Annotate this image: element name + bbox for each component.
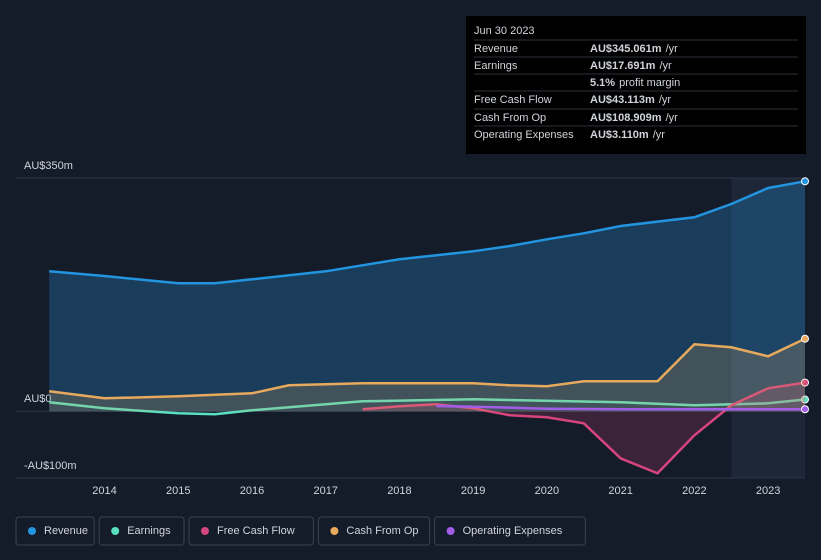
- tooltip-date: Jun 30 2023: [474, 25, 535, 37]
- end-point: [801, 177, 809, 186]
- series-line: [49, 180, 806, 285]
- x-tick-label: 2014: [92, 485, 116, 497]
- x-tick-label: 2017: [313, 485, 337, 497]
- legend-box[interactable]: [317, 516, 431, 546]
- tooltip-value: AU$345.061m: [590, 43, 662, 55]
- series-line: [49, 337, 806, 400]
- x-tick-label: 2023: [756, 485, 780, 497]
- x-tick-label: 2022: [682, 485, 706, 497]
- x-tick-label: 2019: [461, 485, 485, 497]
- legend-swatch: [446, 527, 455, 535]
- tooltip-value: AU$17.691m: [590, 60, 656, 72]
- legend-label: Cash From Op: [346, 525, 418, 537]
- series-area: [49, 338, 805, 412]
- end-point: [801, 395, 809, 404]
- end-point: [801, 334, 809, 343]
- end-point: [801, 405, 809, 414]
- legend-label: Earnings: [127, 525, 171, 537]
- x-tick-label: 2015: [166, 485, 190, 497]
- legend-swatch: [28, 527, 36, 535]
- y-tick-label: -AU$100m: [24, 460, 77, 472]
- legend-item[interactable]: Free Cash Flow: [188, 516, 314, 546]
- tooltip-value: 5.1%: [590, 77, 615, 89]
- tooltip-label: Earnings: [474, 60, 518, 72]
- legend-label: Operating Expenses: [463, 525, 563, 537]
- series-line: [362, 381, 806, 475]
- tooltip-unit: profit margin: [619, 77, 680, 89]
- y-tick-label: AU$350m: [24, 160, 73, 172]
- highlight-region: [731, 178, 805, 478]
- legend-item[interactable]: Cash From Op: [317, 516, 431, 546]
- tooltip-label: Operating Expenses: [474, 129, 574, 141]
- legend-swatch: [201, 527, 209, 535]
- legend-box[interactable]: [434, 516, 586, 546]
- tooltip-label: Free Cash Flow: [474, 94, 552, 106]
- legend-item[interactable]: Revenue: [15, 516, 95, 546]
- tooltip-label: Revenue: [474, 43, 518, 55]
- tooltip-value: AU$3.110m: [590, 129, 649, 141]
- end-point: [801, 378, 809, 387]
- y-tick-label: AU$0: [24, 393, 52, 405]
- legend-label: Revenue: [44, 525, 88, 537]
- tooltip: Jun 30 2023 Revenue AU$345.061m/yr Earnings…: [466, 16, 806, 154]
- tooltip-unit: /yr: [659, 60, 672, 72]
- tooltip-value: AU$43.113m: [590, 94, 655, 106]
- series-line: [436, 404, 805, 411]
- tooltip-value: AU$108.909m: [590, 112, 662, 124]
- tooltip-box: [466, 16, 806, 154]
- legend-item[interactable]: Operating Expenses: [434, 516, 586, 546]
- legend-box[interactable]: [188, 516, 314, 546]
- tooltip-label: Cash From Op: [474, 112, 546, 124]
- legend-box[interactable]: [15, 516, 95, 546]
- tooltip-unit: /yr: [666, 43, 679, 55]
- legend-item[interactable]: Earnings: [98, 516, 185, 546]
- x-tick-label: 2016: [240, 485, 264, 497]
- tooltip-unit: /yr: [653, 129, 666, 141]
- legend-box[interactable]: [98, 516, 185, 546]
- legend-swatch: [111, 527, 120, 535]
- series-area: [49, 181, 805, 412]
- x-tick-label: 2020: [535, 485, 559, 497]
- x-tick-label: 2018: [387, 485, 411, 497]
- tooltip-unit: /yr: [666, 112, 679, 124]
- legend-swatch: [330, 527, 339, 535]
- tooltip-unit: /yr: [659, 94, 672, 106]
- series-line: [49, 398, 806, 416]
- legend-label: Free Cash Flow: [217, 525, 295, 537]
- x-tick-label: 2021: [608, 485, 632, 497]
